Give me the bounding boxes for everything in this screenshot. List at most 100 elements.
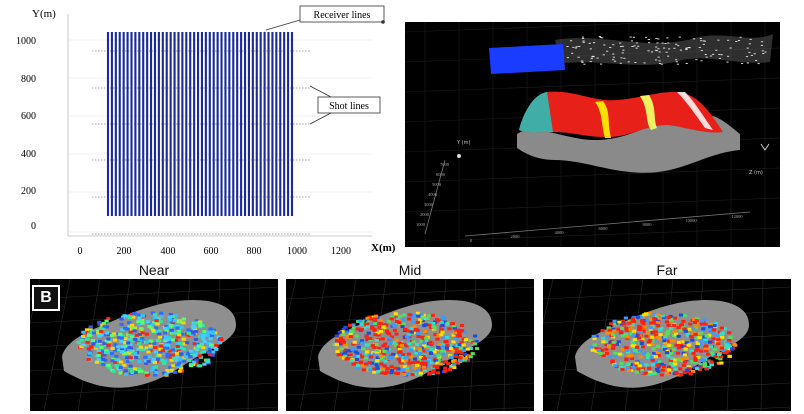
amplitude-cell: [91, 342, 96, 346]
amplitude-cell: [348, 335, 353, 338]
contour-mark: [755, 60, 758, 61]
contour-mark: [657, 56, 660, 58]
amplitude-cell: [128, 330, 133, 334]
amplitude-cell: [693, 355, 698, 359]
contour-mark: [603, 44, 606, 46]
amplitude-cell: [129, 358, 134, 362]
amplitude-cell: [678, 367, 683, 371]
z-axis-arrow: [760, 143, 770, 151]
amplitude-cell: [638, 315, 643, 319]
amplitude-cell: [102, 333, 107, 337]
amplitude-cell: [152, 360, 157, 364]
amplitude-cell: [340, 352, 345, 356]
amplitude-cell: [123, 369, 128, 373]
amplitude-cell: [422, 341, 427, 345]
amplitude-cell: [727, 354, 732, 358]
amplitude-cell: [191, 363, 196, 367]
amplitude-cell: [365, 320, 371, 324]
amplitude-cell: [679, 373, 684, 376]
amplitude-cell: [453, 352, 459, 356]
amplitude-cell: [412, 324, 417, 328]
amplitude-cell: [454, 337, 459, 341]
amplitude-cell: [672, 323, 677, 327]
amplitude-cell: [405, 372, 411, 376]
amplitude-cell: [659, 362, 664, 366]
amplitude-cell: [441, 350, 446, 354]
amplitude-cell: [198, 354, 203, 358]
amplitude-cell: [174, 359, 179, 363]
amplitude-cell: [613, 351, 618, 355]
amplitude-cell: [632, 351, 637, 355]
amplitude-cell: [701, 327, 706, 331]
amplitude-cell: [355, 354, 361, 358]
amplitude-cell: [396, 367, 401, 371]
amplitude-cell: [666, 354, 671, 358]
amplitude-cell: [389, 315, 394, 319]
contour-mark: [658, 63, 662, 64]
amplitude-cell: [716, 342, 721, 346]
amplitude-cell: [402, 373, 407, 376]
amplitude-cell: [628, 367, 633, 371]
amplitude-cell: [397, 321, 402, 325]
amplitude-cell: [633, 363, 638, 367]
amplitude-cell: [648, 326, 653, 330]
amplitude-cell: [614, 342, 620, 346]
amplitude-cell: [409, 327, 414, 331]
amplitude-cell: [433, 333, 438, 337]
amplitude-cell: [430, 313, 435, 317]
amplitude-cell: [352, 340, 357, 344]
amplitude-cell: [109, 334, 115, 338]
amplitude-cell: [407, 317, 412, 321]
amplitude-cell: [443, 366, 448, 370]
x-tick: 1200: [331, 246, 351, 257]
amplitude-cell: [356, 366, 361, 370]
y-tick: 800: [21, 74, 36, 85]
amplitude-cell: [335, 339, 340, 343]
grid-line: [286, 279, 297, 325]
amplitude-cell: [729, 342, 734, 346]
amplitude-cell: [422, 368, 427, 372]
amplitude-cell: [397, 319, 402, 323]
amplitude-cell: [419, 340, 424, 344]
amplitude-cell: [703, 341, 708, 344]
amplitude-cell: [389, 317, 394, 321]
amplitude-cell: [199, 333, 204, 337]
contour-mark: [667, 42, 670, 44]
amplitude-cell: [144, 359, 149, 363]
amplitude-cell: [640, 367, 646, 371]
amplitude-cell: [167, 340, 172, 344]
amplitude-cell: [392, 328, 398, 332]
amplitude-cell: [428, 340, 433, 344]
contour-mark: [655, 38, 658, 40]
amplitude-cell: [148, 344, 153, 348]
contour-mark: [606, 50, 609, 52]
amplitude-cell: [622, 366, 628, 370]
amplitude-cell: [156, 317, 161, 321]
amplitude-cell: [401, 359, 406, 363]
amplitude-cell: [674, 367, 679, 371]
amplitude-cell: [425, 348, 430, 352]
amplitude-cell: [364, 362, 369, 366]
amplitude-cell: [185, 341, 190, 345]
amplitude-cell: [694, 325, 699, 329]
amplitude-cell: [709, 345, 714, 349]
amplitude-cell: [691, 351, 696, 355]
volume-y-axis: [424, 159, 446, 235]
amplitude-cell: [407, 361, 412, 365]
amplitude-cell: [151, 328, 156, 332]
amplitude-cell: [605, 331, 610, 335]
amplitude-cell: [96, 349, 101, 353]
contour-mark: [612, 56, 615, 58]
contour-mark: [578, 45, 581, 47]
amplitude-cell: [398, 341, 403, 345]
amplitude-cell: [695, 345, 700, 349]
amplitude-cell: [123, 344, 128, 348]
amplitude-cell: [349, 359, 354, 363]
amplitude-cell: [676, 326, 681, 330]
contour-mark: [685, 48, 688, 50]
amplitude-cell: [167, 315, 172, 319]
horizon-low-amplitude: [519, 92, 553, 133]
amplitude-cell: [125, 314, 130, 318]
amplitude-cell: [651, 320, 656, 324]
contour-mark: [571, 52, 574, 54]
